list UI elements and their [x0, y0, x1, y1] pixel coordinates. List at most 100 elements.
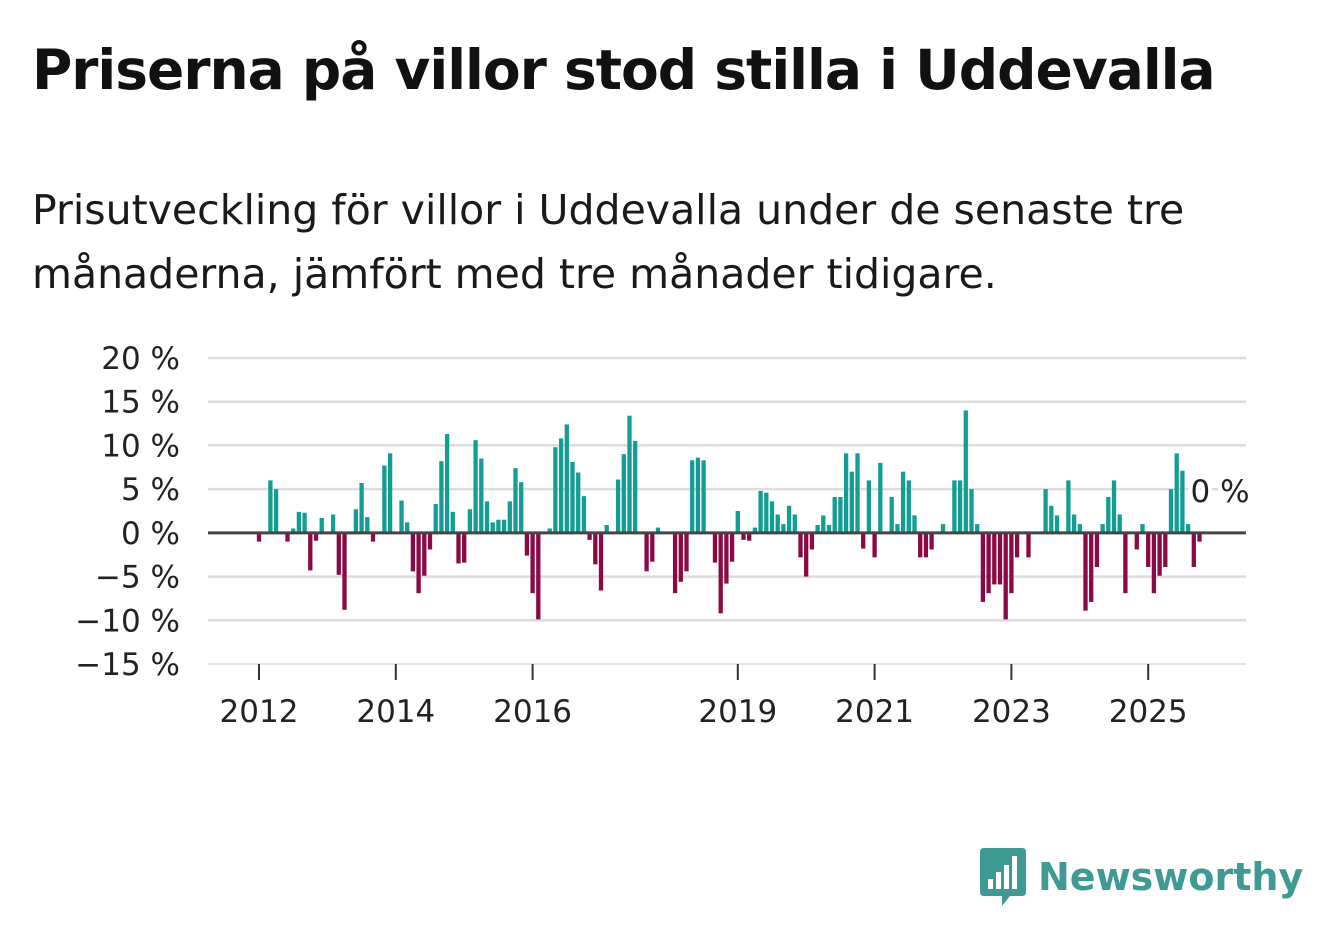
bar	[564, 424, 569, 533]
bar	[821, 515, 826, 533]
bar	[804, 532, 809, 577]
bars-layer	[256, 410, 1202, 620]
bar	[1054, 515, 1060, 533]
bar	[319, 517, 324, 533]
bar	[587, 532, 592, 540]
bar	[581, 496, 587, 533]
bar	[735, 511, 740, 533]
bar	[291, 528, 296, 533]
bar	[484, 501, 490, 533]
chart-subtitle: Prisutveckling för villor i Uddevalla un…	[32, 186, 1185, 298]
y-tick-label: 10 %	[101, 428, 180, 464]
bar	[427, 532, 433, 550]
y-tick-label: 5 %	[121, 472, 180, 508]
bar	[747, 532, 752, 541]
bar	[570, 462, 575, 533]
bar	[815, 524, 820, 533]
bar	[826, 524, 832, 533]
bar	[462, 532, 467, 563]
bar	[410, 532, 416, 572]
bar	[330, 514, 336, 533]
bar	[1191, 532, 1196, 567]
bar	[809, 532, 815, 550]
y-tick-label: −10 %	[75, 603, 180, 639]
bar	[895, 524, 900, 533]
bar	[769, 501, 775, 533]
bar	[490, 522, 495, 533]
bar	[957, 480, 963, 533]
bar	[285, 532, 290, 542]
bar	[1180, 470, 1185, 533]
bar	[536, 532, 541, 620]
bar	[576, 472, 581, 533]
bar	[866, 480, 872, 533]
bar	[997, 532, 1003, 585]
bar	[308, 532, 313, 571]
bar	[969, 489, 974, 533]
bar	[855, 453, 860, 533]
bar	[593, 532, 598, 565]
bar	[1185, 524, 1191, 533]
bar	[952, 480, 957, 533]
bar	[519, 482, 524, 533]
bar	[695, 457, 701, 533]
bar	[655, 527, 661, 533]
bar	[1066, 480, 1071, 533]
bar	[912, 515, 917, 533]
bar	[1083, 532, 1088, 611]
bar	[1174, 453, 1179, 533]
bar	[918, 532, 923, 558]
bar	[1003, 532, 1008, 620]
bar	[370, 532, 376, 542]
x-tick-label: 2012	[220, 694, 299, 730]
bar	[313, 532, 319, 541]
newsworthy-logo: Newsworthy	[978, 846, 1303, 908]
bar	[775, 514, 780, 533]
bar	[615, 479, 621, 533]
bar	[342, 532, 347, 610]
bar	[752, 527, 758, 533]
bar	[444, 434, 450, 533]
bar	[302, 512, 307, 533]
bar	[975, 524, 980, 533]
bar	[359, 483, 364, 533]
bar	[530, 532, 535, 594]
bar	[501, 519, 507, 533]
bar	[792, 514, 797, 533]
bar	[1014, 532, 1020, 558]
bar	[923, 532, 929, 558]
bar	[633, 441, 638, 533]
bar	[336, 532, 341, 575]
bar	[1197, 532, 1202, 542]
bar	[980, 532, 986, 602]
bar	[1146, 532, 1151, 567]
bar	[781, 524, 786, 533]
bar	[382, 465, 387, 533]
bar	[507, 501, 512, 533]
bar	[849, 471, 854, 533]
x-tick-label: 2019	[698, 694, 777, 730]
bar	[1043, 489, 1048, 533]
bar	[872, 532, 877, 558]
bar	[729, 532, 735, 562]
bar	[1009, 532, 1014, 594]
bar	[1089, 532, 1094, 602]
bar	[1168, 489, 1174, 533]
bar	[843, 453, 849, 533]
y-tick-label: 0 %	[121, 516, 180, 552]
bar	[268, 480, 273, 533]
bar	[598, 532, 604, 591]
bar	[741, 532, 746, 540]
bar	[433, 504, 438, 533]
y-tick-label: −5 %	[95, 560, 180, 596]
bar	[439, 461, 444, 533]
bar	[1071, 514, 1077, 533]
x-tick-label: 2016	[493, 694, 572, 730]
bar	[786, 505, 792, 533]
x-tick-label: 2021	[835, 694, 914, 730]
bar	[1106, 497, 1111, 533]
logo-text: Newsworthy	[1038, 855, 1304, 899]
bar	[684, 532, 689, 572]
bar	[678, 532, 683, 582]
bar	[450, 511, 455, 533]
